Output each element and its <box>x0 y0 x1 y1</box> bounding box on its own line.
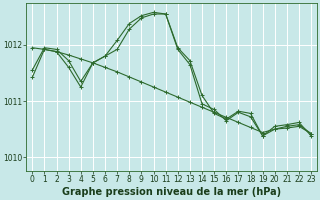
X-axis label: Graphe pression niveau de la mer (hPa): Graphe pression niveau de la mer (hPa) <box>62 187 281 197</box>
